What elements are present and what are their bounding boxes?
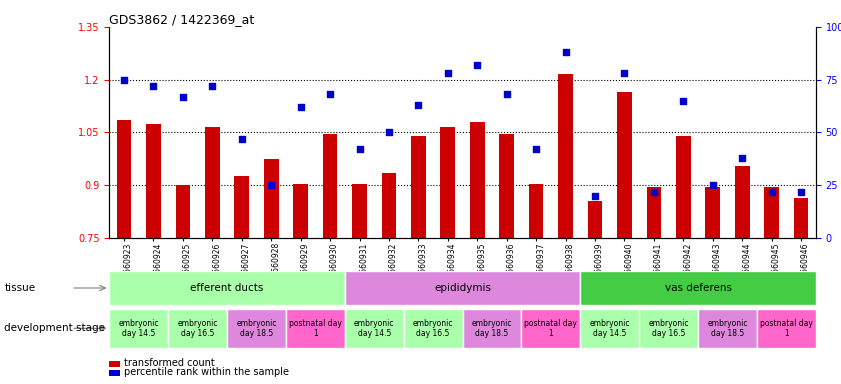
Bar (264, 159, 278, 238)
Bar (735, 166, 749, 238)
Text: embryonic
day 16.5: embryonic day 16.5 (413, 319, 453, 338)
Bar (227, 309, 286, 348)
Bar (463, 309, 521, 348)
Bar (176, 185, 190, 238)
Bar (109, 271, 345, 305)
Bar (521, 309, 580, 348)
Text: embryonic
day 18.5: embryonic day 18.5 (472, 319, 512, 338)
Bar (470, 122, 484, 238)
Bar (286, 309, 345, 348)
Point (264, 182, 278, 188)
Bar (764, 187, 779, 238)
Point (617, 70, 631, 76)
Text: embryonic
day 14.5: embryonic day 14.5 (119, 319, 159, 338)
Point (764, 189, 778, 195)
Bar (441, 127, 455, 238)
Bar (205, 127, 220, 238)
Text: postnatal day
1: postnatal day 1 (289, 319, 341, 338)
Point (647, 189, 660, 195)
Point (352, 146, 366, 152)
Point (735, 155, 748, 161)
Text: efferent ducts: efferent ducts (190, 283, 264, 293)
Text: vas deferens: vas deferens (664, 283, 732, 293)
Bar (411, 136, 426, 238)
Bar (588, 201, 602, 238)
Bar (382, 173, 396, 238)
Text: embryonic
day 16.5: embryonic day 16.5 (177, 319, 218, 338)
Point (235, 136, 248, 142)
Bar (529, 184, 543, 238)
Bar (235, 177, 249, 238)
Bar (500, 134, 514, 238)
Bar (352, 184, 367, 238)
Point (588, 193, 601, 199)
Text: tissue: tissue (4, 283, 35, 293)
Text: GDS3862 / 1422369_at: GDS3862 / 1422369_at (109, 13, 255, 26)
Bar (617, 92, 632, 238)
Bar (345, 309, 404, 348)
Point (470, 62, 484, 68)
Bar (404, 309, 463, 348)
Text: embryonic
day 16.5: embryonic day 16.5 (648, 319, 689, 338)
Point (676, 98, 690, 104)
Point (558, 49, 572, 55)
Bar (580, 309, 639, 348)
Point (500, 91, 513, 98)
Bar (168, 309, 227, 348)
Bar (146, 124, 161, 238)
Bar (794, 198, 808, 238)
Text: postnatal day
1: postnatal day 1 (525, 319, 577, 338)
Bar (580, 271, 816, 305)
Point (323, 91, 336, 98)
Point (117, 76, 130, 83)
Bar (109, 309, 168, 348)
Point (294, 104, 307, 110)
Bar (323, 134, 337, 238)
Bar (706, 187, 720, 238)
Bar (294, 184, 308, 238)
Bar (676, 136, 690, 238)
Text: embryonic
day 18.5: embryonic day 18.5 (707, 319, 748, 338)
Text: embryonic
day 18.5: embryonic day 18.5 (236, 319, 277, 338)
Point (176, 93, 189, 99)
Point (529, 146, 542, 152)
Point (441, 70, 454, 76)
Text: development stage: development stage (4, 323, 105, 333)
Point (706, 182, 719, 188)
Text: transformed count: transformed count (124, 358, 215, 368)
Bar (639, 309, 698, 348)
Bar (558, 74, 573, 238)
Bar (698, 309, 757, 348)
Text: embryonic
day 14.5: embryonic day 14.5 (354, 319, 394, 338)
Text: epididymis: epididymis (434, 283, 491, 293)
Bar (345, 271, 580, 305)
Point (411, 102, 425, 108)
Bar (117, 120, 131, 238)
Text: percentile rank within the sample: percentile rank within the sample (124, 367, 289, 377)
Bar (647, 187, 661, 238)
Point (382, 129, 395, 136)
Point (146, 83, 160, 89)
Bar (757, 309, 816, 348)
Point (794, 189, 807, 195)
Text: postnatal day
1: postnatal day 1 (760, 319, 812, 338)
Text: embryonic
day 14.5: embryonic day 14.5 (590, 319, 630, 338)
Point (205, 83, 219, 89)
